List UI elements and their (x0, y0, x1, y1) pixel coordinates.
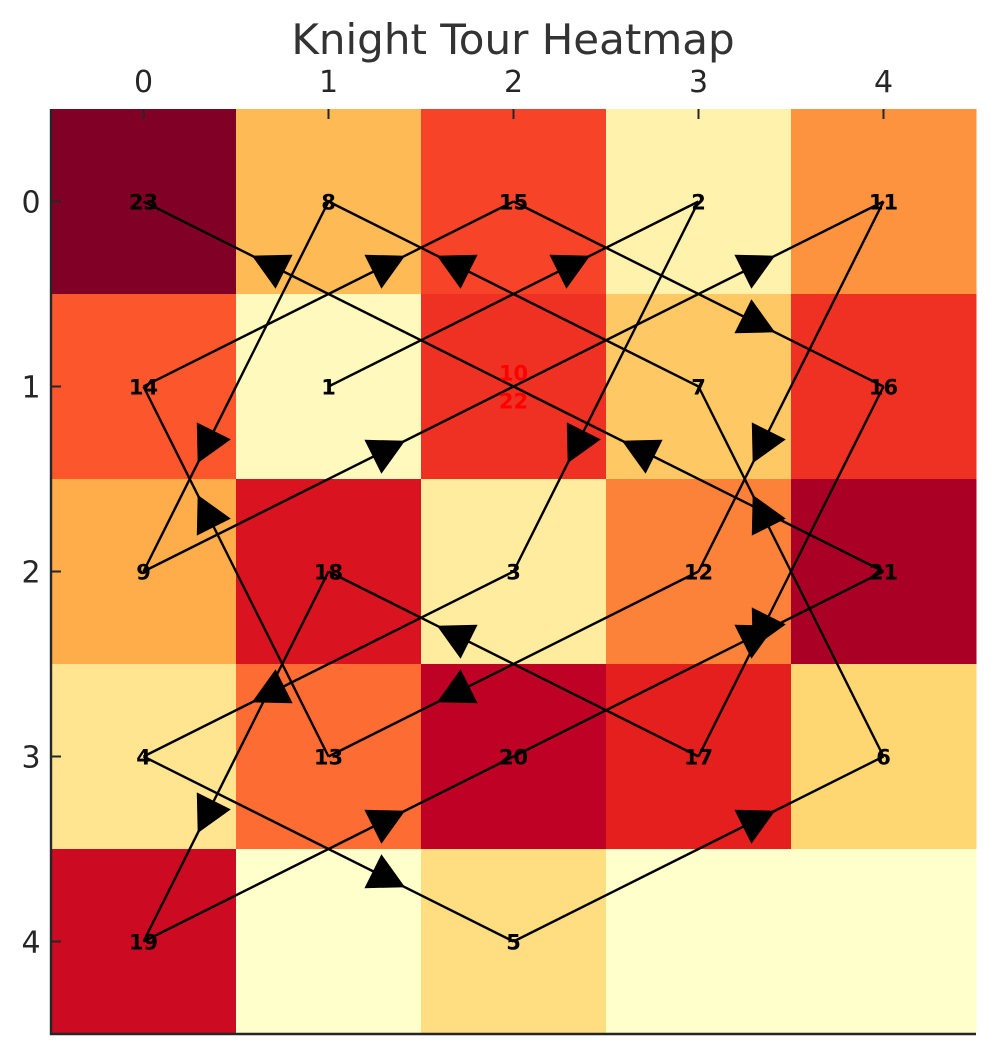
y-tick-label: 0 (21, 186, 40, 221)
arrowhead (734, 809, 776, 844)
arrowhead (566, 422, 601, 464)
path-arrow-18 (142, 570, 330, 943)
arrowhead (734, 299, 776, 334)
cell-label-r3-c1: 13 (314, 746, 343, 770)
arrowhead (251, 254, 293, 289)
cell-label-r2-c1: 18 (314, 561, 343, 585)
y-tick-label: 1 (21, 371, 40, 406)
cell-label-r1-c0: 14 (129, 376, 158, 400)
path-segment (512, 385, 885, 573)
cell-label-r0-c1: 8 (321, 191, 336, 215)
path-segment (512, 200, 700, 573)
cell-label-r3-c3: 17 (684, 746, 713, 770)
cell-label-r3-c2: 20 (499, 746, 528, 770)
cell-label-r0-c0: 23 (129, 191, 158, 215)
cell-label-r0-c3: 2 (691, 191, 706, 215)
arrowhead (364, 439, 406, 474)
path-arrow-17 (327, 570, 700, 758)
x-tick-label: 1 (319, 65, 338, 100)
arrowhead (196, 494, 231, 536)
path-arrow-5 (512, 755, 885, 943)
path-segment (512, 570, 885, 758)
path-segment (142, 385, 330, 758)
path-segment (142, 570, 330, 943)
path-arrow-9 (142, 385, 515, 573)
x-tick-label: 4 (874, 65, 893, 100)
y-tick-label: 2 (21, 556, 40, 591)
path-arrow-8 (142, 200, 330, 573)
chart-title: Knight Tour Heatmap (291, 15, 734, 64)
heatmap-cell-r4-c4 (791, 849, 977, 1035)
cell-label-r2-c2: 3 (506, 561, 521, 585)
path-arrow-11 (697, 200, 885, 573)
path-arrow-15 (512, 200, 885, 388)
arrowhead (734, 254, 776, 289)
path-arrow-2 (512, 200, 700, 573)
path-arrow-21 (512, 385, 885, 573)
path-segment (512, 755, 885, 943)
cell-label-r0-c2: 15 (499, 191, 528, 215)
path-segment (142, 385, 515, 573)
arrowhead (364, 809, 406, 844)
arrowhead (436, 624, 478, 659)
heatmap-cell-r4-c3 (606, 849, 792, 1035)
path-arrow-22 (142, 200, 515, 388)
heatmap-cell-r3-c4 (791, 664, 977, 850)
cell-label-r1-c4: 16 (869, 376, 898, 400)
path-segment (142, 200, 330, 573)
arrowhead (621, 439, 663, 474)
cell-label-r2-c4: 21 (869, 561, 898, 585)
cell-label-r4-c2: 5 (506, 931, 521, 955)
arrowhead (734, 624, 776, 659)
cell-label-r1-c2: 22 (499, 390, 528, 414)
x-tick-label: 2 (504, 65, 523, 100)
cell-label-r4-c0: 19 (129, 931, 158, 955)
path-arrow-7 (327, 200, 700, 388)
path-segment (697, 200, 885, 573)
arrowhead (364, 254, 406, 289)
y-tick-label: 3 (21, 741, 40, 776)
cell-label-r1-c1: 1 (321, 376, 336, 400)
arrowhead (196, 792, 231, 834)
arrowhead (549, 254, 591, 289)
arrowhead (196, 422, 231, 464)
cell-label-r3-c0: 4 (136, 746, 151, 770)
arrowhead (364, 854, 406, 889)
x-tick-label: 3 (689, 65, 708, 100)
cell-label-r1-c3: 7 (691, 376, 706, 400)
path-arrow-19 (142, 755, 515, 943)
path-segment (142, 200, 515, 388)
y-tick-label: 4 (21, 926, 40, 961)
cell-label-r2-c0: 9 (136, 561, 151, 585)
arrowhead (436, 669, 478, 704)
x-tick-label: 0 (134, 65, 153, 100)
arrowhead (436, 254, 478, 289)
path-arrow-13 (142, 385, 330, 758)
path-arrow-20 (512, 570, 885, 758)
path-segment (327, 200, 700, 388)
path-segment (327, 570, 700, 758)
path-segment (697, 385, 885, 758)
arrowhead (751, 422, 786, 464)
path-segment (512, 200, 885, 388)
path-segment (142, 755, 515, 943)
knight-path-arrows (142, 200, 885, 943)
path-segment (142, 570, 515, 758)
cell-label-r2-c3: 12 (684, 561, 713, 585)
cell-label-r3-c4: 6 (876, 746, 891, 770)
cell-label-r0-c4: 11 (869, 191, 898, 215)
cell-label-r1-c2: 10 (499, 362, 528, 386)
